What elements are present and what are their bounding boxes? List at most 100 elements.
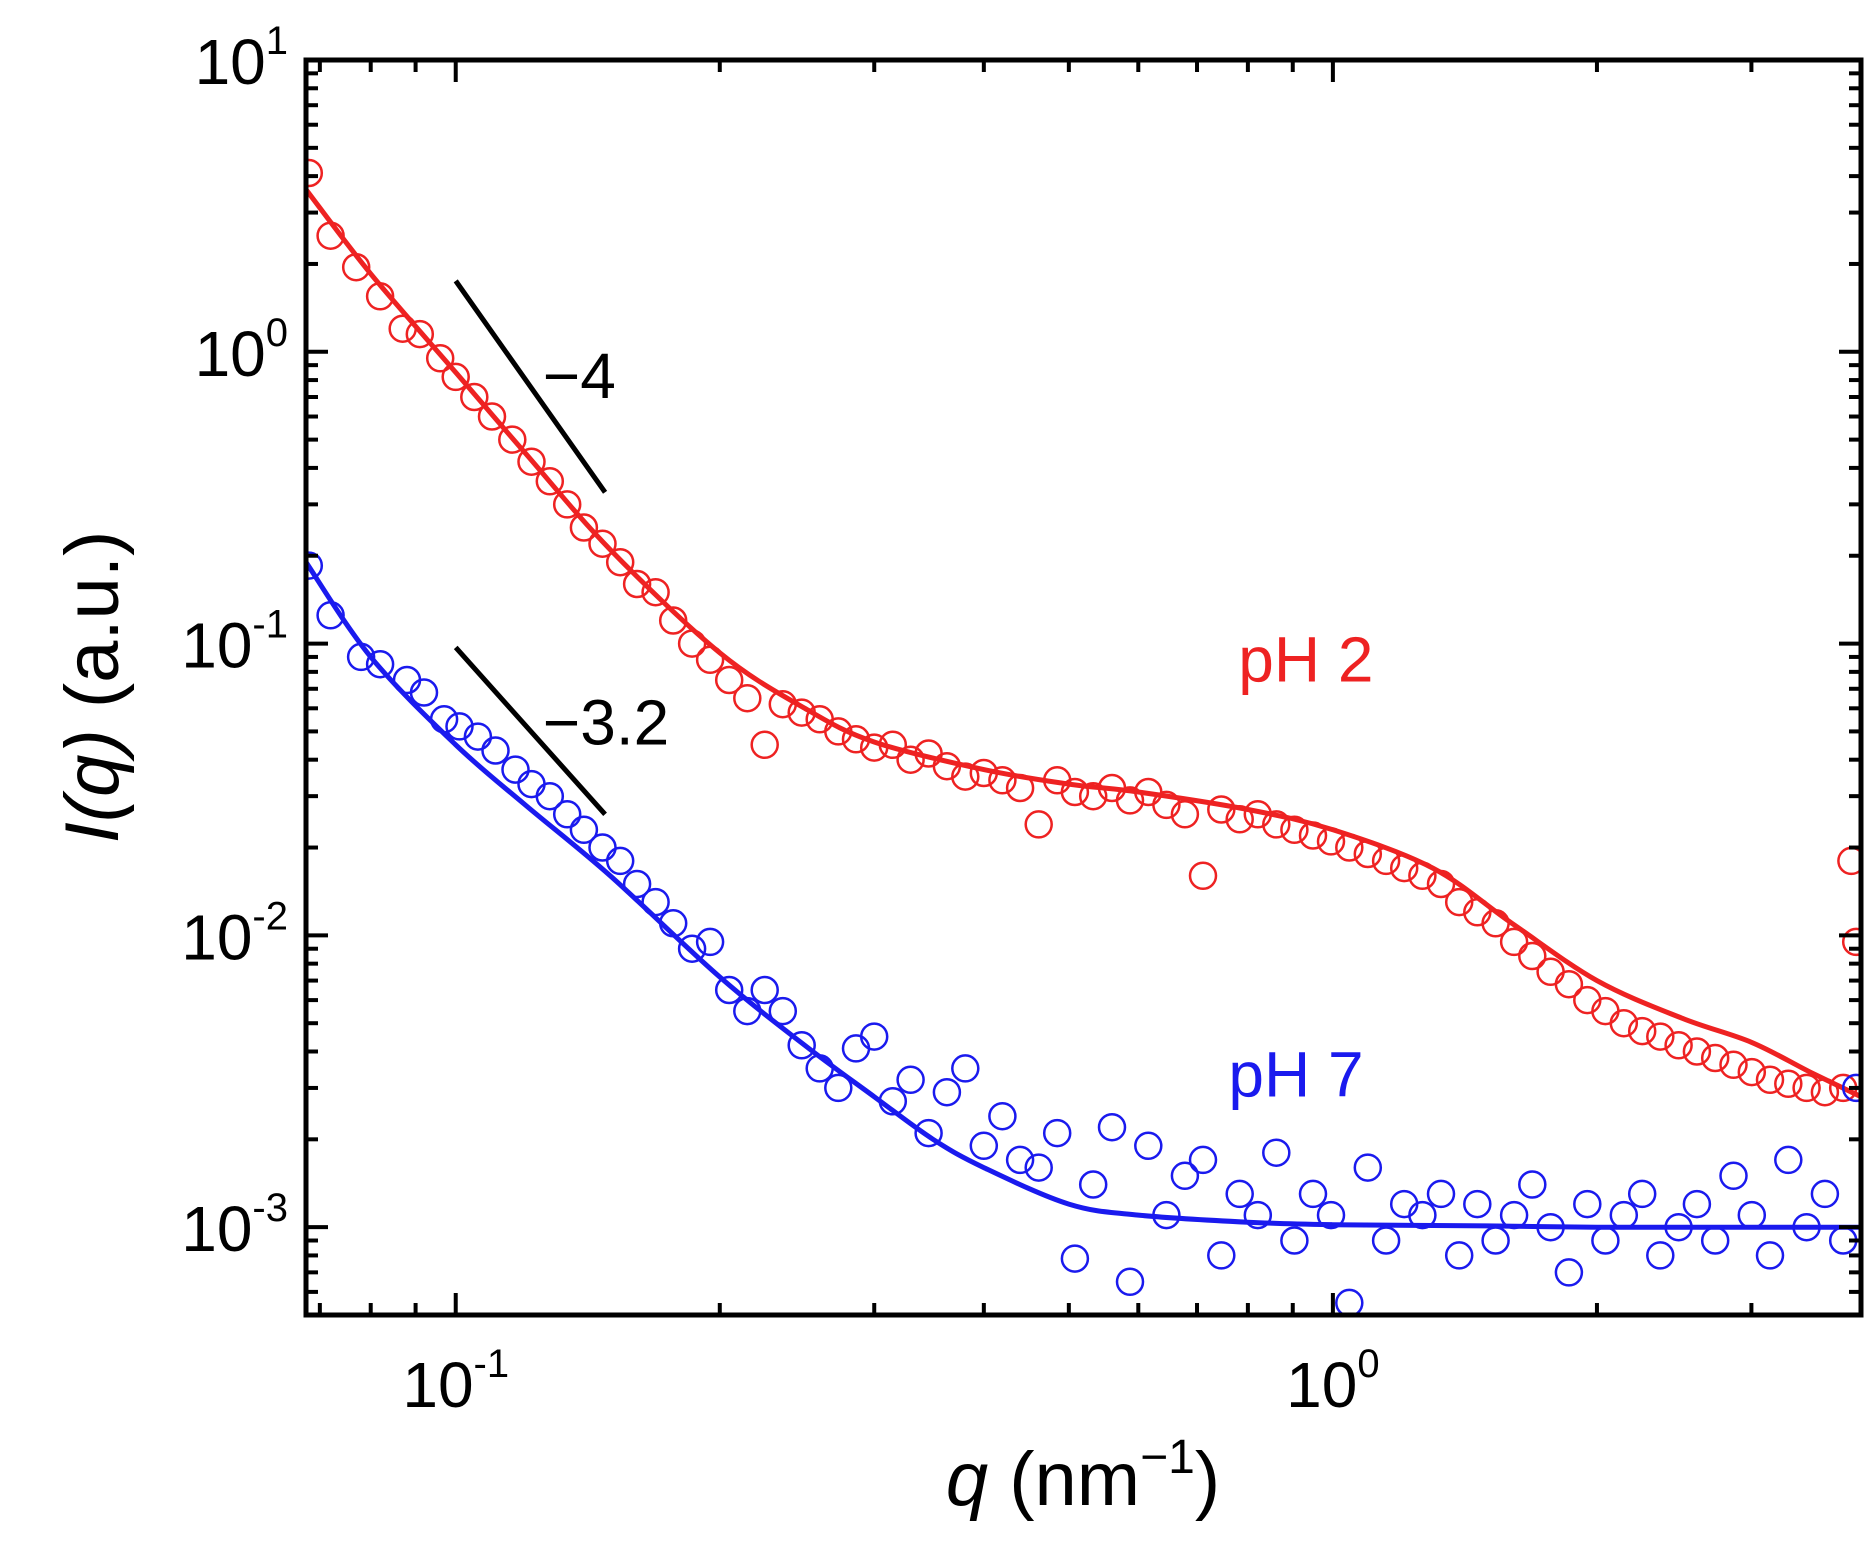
data-point-ph-7	[1554, 1258, 1584, 1287]
data-point-ph-2	[1078, 781, 1108, 811]
data-point-ph-2	[1774, 1069, 1803, 1099]
data-point-ph-2	[1554, 969, 1584, 999]
data-point-ph-7	[1298, 1179, 1328, 1209]
data-point-ph-2	[1536, 957, 1565, 987]
data-point-ph-7	[914, 1118, 943, 1148]
data-point-ph-2	[1005, 773, 1035, 803]
data-point-ph-2	[388, 314, 417, 343]
data-point-ph-7	[622, 869, 652, 899]
x-axis-unit-open: (nm	[988, 1437, 1140, 1522]
data-point-ph-2	[1316, 827, 1346, 856]
data-point-ph-7	[1463, 1189, 1492, 1219]
data-point-ph-2	[969, 758, 999, 788]
y-tick-base: 10	[195, 318, 266, 390]
data-point-ph-2	[1408, 861, 1437, 891]
data-point-ph-7	[1389, 1189, 1419, 1219]
y-tick-base: 10	[181, 901, 252, 973]
data-point-ph-7	[1408, 1200, 1437, 1230]
data-point-ph-7	[409, 678, 439, 707]
data-point-ph-7	[677, 934, 707, 963]
data-point-ph-7	[463, 722, 493, 751]
data-point-ph-7	[1115, 1267, 1145, 1297]
data-point-ph-2	[477, 402, 507, 431]
data-point-ph-2	[441, 362, 470, 392]
series-labels: pH 2 pH 7	[1228, 624, 1373, 1111]
data-point-ph-7	[1481, 1226, 1510, 1255]
data-point-ph-7	[733, 996, 762, 1026]
data-point-ph-2	[1188, 861, 1218, 891]
data-point-ph-2	[460, 382, 489, 412]
y-tick-label: 100	[195, 311, 288, 390]
data-point-ph-2	[1518, 941, 1547, 971]
data-point-ph-2	[787, 698, 816, 727]
data-point-ph-7	[1371, 1226, 1401, 1255]
y-tick-exp: -3	[252, 1186, 288, 1230]
slope-3-2-line	[453, 645, 607, 816]
data-point-ph-2	[1664, 1031, 1693, 1060]
x-tick-exp: -1	[474, 1342, 510, 1386]
y-tick-exp: -2	[252, 894, 288, 938]
data-point-ph-7	[1792, 1212, 1821, 1242]
data-point-ph-2	[1755, 1065, 1785, 1095]
data-point-ph-7	[1188, 1145, 1218, 1175]
data-point-ph-2	[605, 547, 635, 577]
data-point-ph-7	[365, 649, 395, 679]
data-point-ph-7	[1225, 1179, 1254, 1209]
slope-3-2-label: −3.2	[543, 687, 669, 759]
data-point-ph-7	[1573, 1189, 1602, 1219]
data-point-ph-2	[1609, 1008, 1639, 1038]
data-point-ph-7	[969, 1131, 999, 1161]
data-point-ph-2	[1170, 800, 1200, 829]
data-point-ph-2	[951, 762, 980, 791]
data-point-ph-7	[1536, 1212, 1565, 1242]
data-point-ph-2	[1060, 777, 1090, 807]
data-point-ph-7	[932, 1077, 962, 1107]
data-point-ph-2	[1152, 790, 1181, 820]
data-point-ph-7	[1316, 1200, 1346, 1230]
data-point-ph-7	[535, 781, 565, 811]
data-point-ph-2	[768, 689, 798, 719]
plot-frame	[303, 57, 1864, 1318]
fit-curves	[306, 187, 1861, 1230]
data-point-ph-7	[1335, 1288, 1364, 1315]
data-point-ph-2	[1371, 846, 1401, 876]
data-point-ph-2	[1298, 821, 1328, 850]
data-point-ph-7	[1170, 1161, 1200, 1191]
y-axis-unit: (a.u.)	[50, 531, 135, 730]
data-point-ph-2	[1243, 800, 1273, 829]
data-point-ph-2	[1444, 887, 1474, 917]
data-point-ph-2	[1627, 1016, 1657, 1046]
data-point-ph-7	[841, 1034, 871, 1063]
data-point-ph-2	[1353, 839, 1383, 869]
data-point-ph-2	[841, 725, 871, 754]
data-point-ph-7	[768, 996, 798, 1026]
data-point-ph-7	[1499, 1200, 1529, 1230]
data-points	[306, 158, 1861, 1315]
data-point-ph-2	[1810, 1077, 1840, 1107]
data-point-ph-2	[1499, 927, 1529, 957]
data-point-ph-7	[1097, 1112, 1127, 1142]
data-point-ph-7	[1755, 1241, 1785, 1270]
x-tick-label: 100	[1286, 1342, 1379, 1421]
data-point-ph-2	[405, 319, 435, 349]
data-point-ph-7	[1627, 1179, 1657, 1209]
data-point-ph-7	[1207, 1241, 1236, 1270]
data-point-ph-7	[1664, 1212, 1693, 1242]
y-tick-base: 10	[181, 1193, 252, 1265]
data-point-ph-2	[824, 717, 853, 746]
slope-4-label: −4	[543, 340, 616, 412]
data-point-ph-2	[535, 467, 565, 496]
data-point-ph-2	[1841, 927, 1861, 957]
series-label-ph-2: pH 2	[1238, 624, 1373, 696]
data-point-ph-7	[1005, 1145, 1035, 1175]
data-point-ph-2	[1115, 786, 1145, 815]
data-point-ph-2	[1280, 815, 1309, 845]
data-point-ph-2	[988, 766, 1017, 795]
data-point-ph-2	[1792, 1073, 1821, 1103]
data-point-ph-2	[750, 730, 779, 760]
data-point-ph-2	[1481, 909, 1510, 938]
x-tick-base: 10	[1286, 1349, 1357, 1421]
data-point-ph-2	[1335, 833, 1364, 862]
data-point-ph-2	[1426, 869, 1456, 899]
